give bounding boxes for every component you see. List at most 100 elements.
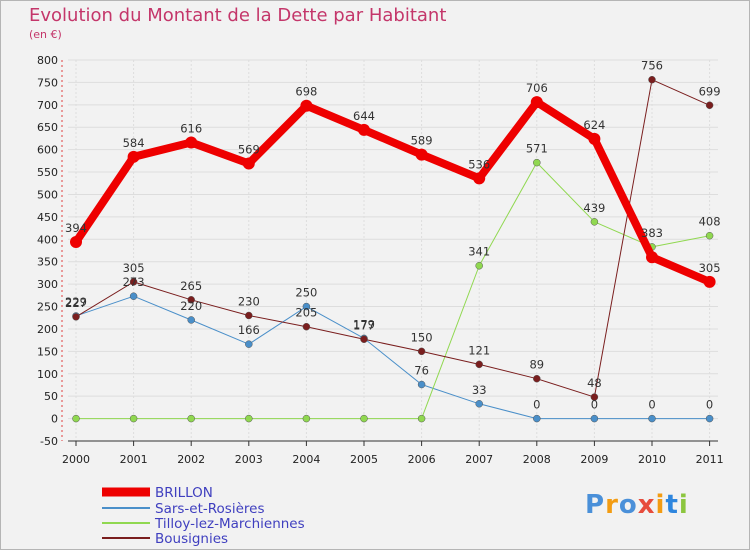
data-label: 305 [123,261,145,275]
legend-label: Tilloy-lez-Marchiennes [154,516,305,532]
data-label: 616 [180,121,202,135]
data-label: 89 [529,358,544,372]
x-tick-label: 2011 [696,453,724,466]
data-label: 177 [353,318,375,332]
data-point [417,414,426,423]
data-point [358,123,370,136]
data-label: 48 [587,376,602,390]
data-point [300,99,313,112]
data-point [703,275,716,288]
y-tick-label: 300 [37,278,58,291]
data-point [475,360,483,369]
data-label: 76 [414,364,429,378]
data-label: 584 [123,136,145,150]
data-point [70,235,82,248]
x-tick-label: 2002 [177,453,205,466]
data-label: 0 [591,398,598,412]
data-point [648,75,656,84]
legend-label: Sars-et-Rosières [155,501,264,517]
y-tick-label: 550 [37,166,58,179]
y-tick-label: 700 [37,99,58,112]
data-label: 205 [295,306,317,320]
data-point [475,261,483,270]
y-tick-label: 800 [37,54,58,67]
data-point [245,414,253,423]
y-tick-label: 350 [37,256,58,269]
data-point [302,322,311,331]
data-point [417,347,426,356]
data-label: 341 [468,245,490,259]
data-label: 439 [583,201,605,215]
data-label: 569 [238,143,260,157]
x-tick-label: 2008 [523,453,551,466]
data-label: 250 [295,286,317,300]
data-point [245,311,253,320]
data-label: 121 [468,343,490,357]
y-tick-label: 400 [37,233,58,246]
chart-subtitle: (en €) [29,28,62,41]
y-tick-label: 450 [37,211,58,224]
data-label: 383 [641,226,663,240]
series-line-BRILLON [72,98,714,286]
data-point [475,400,483,408]
data-point [705,101,714,110]
data-label: 589 [411,134,433,148]
y-tick-label: -50 [40,435,58,448]
data-point [590,218,599,226]
data-label: 305 [699,261,721,275]
data-label: 0 [706,398,713,412]
y-tick-label: 150 [37,345,58,358]
data-label: 227 [65,296,87,310]
data-label: 699 [699,84,721,98]
x-tick-label: 2003 [235,453,263,466]
data-label: 698 [295,85,317,99]
y-tick-label: 50 [44,390,58,403]
data-point [245,340,253,348]
x-tick-label: 2009 [580,453,608,466]
data-label: 756 [641,59,663,73]
data-point [588,132,601,145]
data-label: 33 [472,383,487,397]
data-point [530,96,543,109]
data-point [187,316,195,324]
data-point [129,414,138,423]
data-point [360,335,368,344]
data-point [533,374,541,383]
data-point [185,136,198,149]
x-tick-label: 2001 [120,453,148,466]
legend-label: Bousignies [155,531,228,547]
data-point [187,414,195,423]
data-point [129,292,138,300]
data-label: 624 [583,118,605,132]
series-line-Sars-et-Rosières [75,295,711,420]
data-label: 273 [123,275,145,289]
y-tick-label: 650 [37,121,58,134]
data-point [415,148,428,161]
x-tick-label: 2006 [408,453,436,466]
data-point [127,150,140,163]
data-point [187,296,195,304]
y-tick-label: 100 [37,368,58,381]
x-tick-label: 2010 [638,453,666,466]
data-point [533,414,541,423]
data-point [242,157,255,170]
data-point [302,302,311,311]
data-label: 571 [526,142,548,156]
data-label: 179 [353,317,375,331]
data-label: 408 [699,215,721,229]
data-label: 536 [468,157,490,171]
data-label: 706 [526,81,548,95]
data-point [648,414,656,423]
y-tick-label: 200 [37,323,58,336]
data-point [72,414,80,423]
data-point [590,393,599,401]
legend-label: BRILLON [155,485,213,501]
data-point [417,380,426,389]
x-tick-label: 2004 [292,453,320,466]
data-label: 150 [411,330,433,344]
y-tick-label: 750 [37,76,58,89]
data-point [705,231,714,240]
proxiti-logo: Proxiti [585,490,689,520]
y-tick-label: 250 [37,301,58,314]
